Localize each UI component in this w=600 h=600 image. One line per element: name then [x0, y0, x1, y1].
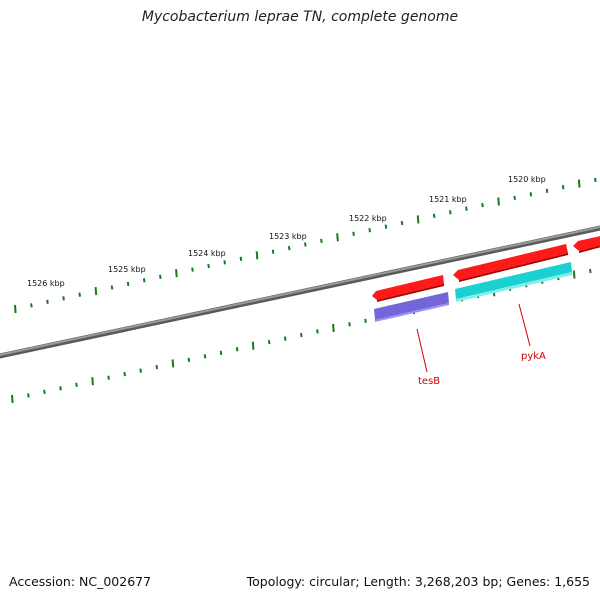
outer-major-tick: [14, 304, 17, 314]
inner-minor-tick: [300, 332, 303, 338]
tesB-leader-line: [416, 328, 428, 373]
outer-minor-tick: [159, 274, 162, 279]
gene-label-tesB[interactable]: tesB: [418, 376, 440, 387]
outer-major-tick: [255, 251, 259, 260]
outer-major-tick: [94, 287, 98, 296]
inner-major-tick: [251, 341, 255, 350]
outer-minor-tick: [30, 303, 33, 308]
inner-major-tick: [11, 394, 14, 404]
outer-minor-tick: [142, 278, 146, 283]
scale-labels: 1526 kbp 1525 kbp 1524 kbp 1523 kbp 1522…: [27, 175, 546, 288]
outer-minor-tick: [223, 260, 226, 265]
inner-minor-tick: [27, 393, 30, 398]
outer-minor-tick: [287, 245, 291, 251]
inner-major-tick: [332, 323, 335, 332]
inner-minor-tick: [187, 357, 191, 363]
outer-minor-tick: [46, 299, 49, 304]
outer-minor-tick: [384, 224, 388, 229]
scale-label-1522: 1522 kbp: [349, 214, 387, 223]
forward-strand-genes: [372, 235, 600, 302]
inner-minor-tick: [267, 339, 271, 345]
outer-minor-tick: [513, 195, 516, 201]
gene-forward-3[interactable]: [573, 235, 600, 251]
outer-minor-tick: [239, 256, 243, 261]
inner-minor-tick: [348, 322, 351, 327]
outer-minor-tick: [529, 192, 533, 197]
outer-major-tick: [497, 197, 500, 206]
outer-minor-tick: [545, 188, 549, 193]
outer-minor-tick: [320, 238, 323, 244]
outer-minor-tick: [271, 249, 275, 254]
outer-minor-tick: [304, 242, 307, 247]
outer-minor-tick: [207, 263, 210, 269]
gene-label-pykA[interactable]: pykA: [521, 351, 546, 362]
outer-major-tick: [336, 233, 339, 242]
outer-minor-tick: [78, 292, 81, 297]
outer-minor-tick: [191, 267, 194, 272]
accession-text: Accession: NC_002677: [9, 574, 152, 589]
inner-minor-tick: [219, 350, 223, 355]
outer-minor-tick: [126, 281, 130, 287]
scale-label-1524: 1524 kbp: [188, 249, 226, 258]
gene-forward-pykA[interactable]: [453, 244, 568, 280]
outer-minor-tick: [110, 285, 114, 290]
inner-minor-tick: [235, 347, 239, 352]
inner-major-tick: [171, 359, 175, 368]
inner-minor-tick: [107, 375, 110, 380]
gene-reverse-pykA[interactable]: [455, 262, 572, 299]
inner-minor-tick: [155, 364, 159, 370]
outer-tick-ring: [14, 177, 597, 314]
outer-minor-tick: [432, 213, 436, 218]
inner-minor-tick: [75, 382, 78, 387]
pykA-leader-line: [518, 303, 531, 347]
outer-major-tick: [577, 179, 581, 188]
outer-minor-tick: [561, 185, 565, 190]
map-title: Mycobacterium leprae TN, complete genome: [141, 9, 459, 25]
inner-minor-tick: [139, 368, 142, 373]
scale-label-1526: 1526 kbp: [27, 279, 65, 288]
scale-label-1521: 1521 kbp: [429, 195, 467, 204]
inner-major-tick: [91, 377, 94, 386]
inner-minor-tick: [59, 386, 62, 391]
inner-minor-tick: [43, 389, 46, 395]
outer-minor-tick: [352, 231, 355, 236]
outer-minor-tick: [400, 220, 404, 226]
gene-reverse-tesB[interactable]: [374, 292, 449, 320]
scale-label-1525: 1525 kbp: [108, 265, 146, 274]
genome-summary-text: Topology: circular; Length: 3,268,203 bp…: [246, 574, 590, 589]
outer-minor-tick: [449, 210, 452, 215]
genome-backbone: [0, 225, 600, 359]
inner-minor-tick: [589, 268, 592, 274]
inner-minor-tick: [123, 371, 126, 377]
inner-minor-tick: [364, 318, 367, 323]
scale-label-1520: 1520 kbp: [508, 175, 546, 184]
outer-minor-tick: [368, 228, 371, 233]
outer-major-tick: [416, 215, 420, 224]
gene-labels: tesB pykA: [416, 303, 546, 387]
outer-minor-tick: [465, 206, 468, 211]
inner-major-tick: [572, 270, 576, 279]
reverse-strand-genes: [374, 262, 572, 322]
inner-minor-tick: [203, 354, 207, 359]
outer-major-tick: [175, 269, 178, 278]
scale-label-1523: 1523 kbp: [269, 232, 307, 241]
inner-minor-tick: [283, 336, 287, 341]
outer-minor-tick: [481, 202, 484, 208]
gene-forward-1[interactable]: [372, 275, 444, 300]
inner-minor-tick: [316, 329, 319, 334]
outer-minor-tick: [62, 296, 65, 301]
outer-minor-tick: [594, 177, 597, 183]
